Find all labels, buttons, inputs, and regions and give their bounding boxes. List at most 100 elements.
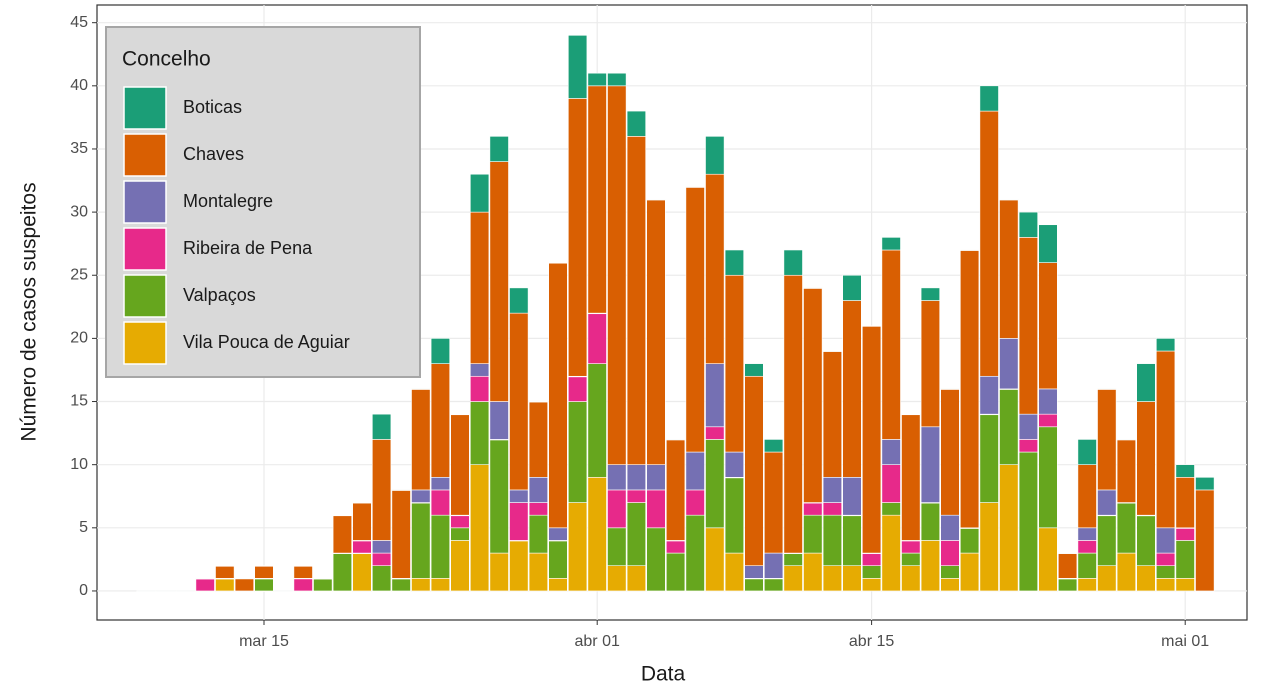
- bar-segment: [430, 578, 451, 592]
- bar-segment: [881, 249, 901, 440]
- bar-segment: [273, 590, 294, 592]
- bar-segment: [469, 211, 490, 364]
- bar-segment: [1018, 237, 1038, 415]
- bar-segment: [685, 451, 705, 491]
- y-tick-label: 10: [70, 456, 88, 473]
- bar-segment: [842, 300, 862, 478]
- bar-segment: [1038, 262, 1058, 390]
- x-axis-title: Data: [641, 663, 686, 686]
- bar-segment: [724, 274, 744, 453]
- bar-segment: [822, 514, 842, 566]
- bar-segment: [509, 502, 529, 541]
- bar-segment: [332, 514, 353, 554]
- bar-segment: [1077, 552, 1097, 579]
- bar-segment: [528, 502, 548, 516]
- bar-segment: [1116, 502, 1136, 554]
- bar-segment: [313, 578, 333, 592]
- bar-segment: [411, 489, 431, 503]
- bar-segment: [920, 300, 940, 428]
- bar-segment: [665, 552, 686, 592]
- bar-segment: [959, 527, 980, 554]
- bar-segment: [763, 578, 784, 592]
- bar-segment: [822, 565, 842, 592]
- bar-segment: [705, 527, 725, 592]
- bar-segment: [1175, 464, 1195, 478]
- bar-segment: [1097, 489, 1117, 516]
- bar-segment: [1077, 439, 1097, 465]
- bar-segment: [999, 464, 1019, 592]
- bar-segment: [822, 350, 842, 478]
- bar-segment: [548, 262, 568, 529]
- bar-segment: [234, 578, 255, 580]
- bar-segment: [607, 72, 627, 87]
- bar-segment: [881, 464, 901, 503]
- bar-segment: [901, 413, 921, 416]
- bar-segment: [959, 249, 980, 251]
- bar-segment: [489, 552, 509, 592]
- bar-segment: [783, 552, 803, 566]
- bar-segment: [822, 350, 842, 352]
- bar-segment: [646, 199, 666, 465]
- bar-segment: [1097, 514, 1117, 566]
- bar-segment: [979, 85, 999, 112]
- bar-segment: [1058, 552, 1078, 579]
- bar-segment: [1058, 552, 1078, 554]
- bar-segment: [803, 552, 823, 592]
- bar-segment: [685, 489, 705, 516]
- legend-label: Valpaços: [183, 285, 256, 305]
- bar-segment: [1156, 565, 1176, 579]
- bar-segment: [940, 388, 960, 390]
- bar-segment: [685, 186, 705, 188]
- bar-segment: [1156, 350, 1176, 529]
- bar-segment: [607, 464, 627, 491]
- bar-segment: [1175, 527, 1195, 541]
- bar-segment: [901, 552, 921, 566]
- bar-segment: [842, 514, 862, 566]
- bar-segment: [332, 552, 353, 592]
- legend-key: [123, 180, 167, 224]
- bar-segment: [1156, 578, 1176, 592]
- bar-segment: [626, 136, 646, 465]
- legend-key: [123, 133, 167, 177]
- bar-segment: [1077, 527, 1097, 541]
- bar-segment: [763, 451, 784, 554]
- bar-segment: [626, 110, 646, 137]
- bar-segment: [940, 514, 960, 541]
- bar-segment: [1116, 439, 1136, 503]
- bar-segment: [430, 489, 451, 516]
- bar-segment: [999, 338, 1019, 390]
- bar-segment: [371, 540, 392, 554]
- bar-segment: [607, 489, 627, 529]
- bar-segment: [626, 489, 646, 503]
- bar-segment: [763, 552, 784, 579]
- bar-segment: [469, 363, 490, 377]
- bar-segment: [509, 312, 529, 491]
- bar-segment: [469, 401, 490, 465]
- bar-segment: [940, 388, 960, 516]
- bar-segment: [567, 35, 588, 99]
- bar-segment: [509, 540, 529, 592]
- bar-segment: [411, 388, 431, 491]
- bar-segment: [1136, 565, 1156, 592]
- legend-label: Ribeira de Pena: [183, 238, 313, 258]
- legend-key: [123, 227, 167, 271]
- bar-segment: [803, 287, 823, 503]
- bar-segment: [391, 578, 411, 592]
- bar-segment: [254, 578, 274, 592]
- bar-segment: [371, 565, 392, 592]
- bar-segment: [489, 136, 509, 162]
- x-tick-label: abr 15: [849, 633, 894, 650]
- bar-segment: [842, 476, 862, 516]
- bar-segment: [626, 464, 646, 491]
- bar-segment: [763, 439, 784, 453]
- x-tick-label: abr 01: [575, 633, 620, 650]
- bar-segment: [959, 552, 980, 592]
- bar-segment: [567, 98, 588, 377]
- bar-segment: [724, 476, 744, 554]
- bar-segment: [803, 287, 823, 289]
- bar-segment: [548, 578, 568, 592]
- bar-segment: [371, 413, 392, 440]
- bar-segment: [626, 502, 646, 566]
- bar-segment: [489, 161, 509, 402]
- bar-segment: [724, 451, 744, 478]
